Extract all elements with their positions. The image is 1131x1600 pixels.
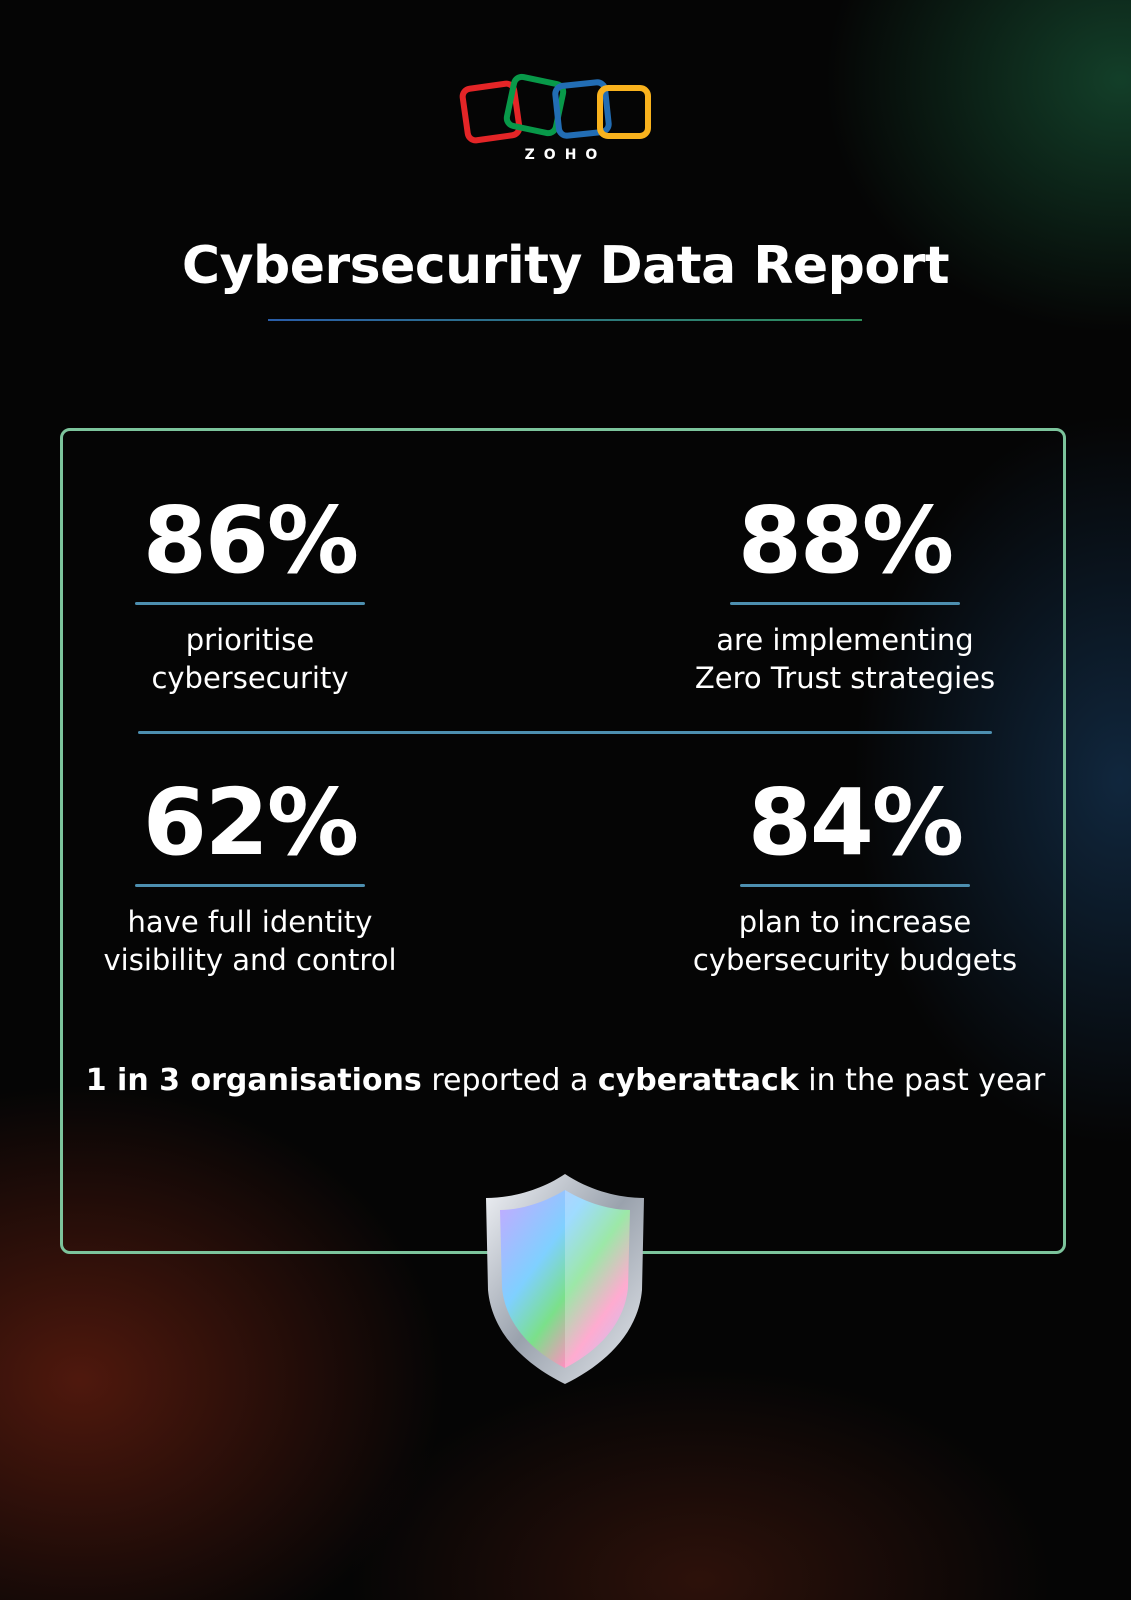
stat: 88% are implementing Zero Trust strategies (655, 486, 1035, 697)
stat-value: 86% (142, 487, 359, 594)
stat-label: prioritise (185, 623, 315, 657)
title-rule (268, 319, 862, 321)
stat-label: cybersecurity budgets (692, 943, 1018, 977)
stat-rule (135, 602, 365, 605)
shield-icon (486, 1174, 644, 1384)
stat: 62% have full identity visibility and cont… (60, 768, 440, 979)
stat: 86% prioritise cybersecurity (60, 486, 440, 697)
logo-text: ZOHO (524, 147, 607, 163)
stat-label: cybersecurity (151, 661, 349, 695)
stat-value: 88% (737, 487, 954, 594)
stat-rule (135, 884, 365, 887)
stat-label: Zero Trust strategies (694, 661, 996, 695)
stat-rule (730, 602, 960, 605)
stat-label: plan to increase (738, 905, 972, 939)
stat-rule (740, 884, 970, 887)
stat: 84% plan to increase cybersecurity budgets (665, 768, 1045, 979)
title: Cybersecurity Data Report (181, 236, 950, 296)
footer-text: cyberattack (597, 1063, 799, 1098)
footer-text: in the past year (798, 1063, 1046, 1098)
footer-text: reported a (421, 1063, 598, 1098)
logo-mark (459, 73, 651, 144)
divider (138, 731, 992, 734)
footer-text: 1 in 3 organisations (85, 1063, 422, 1098)
stat-label: have full identity (127, 905, 373, 939)
stat-label: visibility and control (103, 943, 397, 977)
footer-sentence: 1 in 3 organisations reported a cyberatt… (0, 1063, 1131, 1098)
stat-label: are implementing (716, 623, 974, 657)
stat-value: 84% (747, 769, 964, 876)
stat-value: 62% (142, 769, 359, 876)
